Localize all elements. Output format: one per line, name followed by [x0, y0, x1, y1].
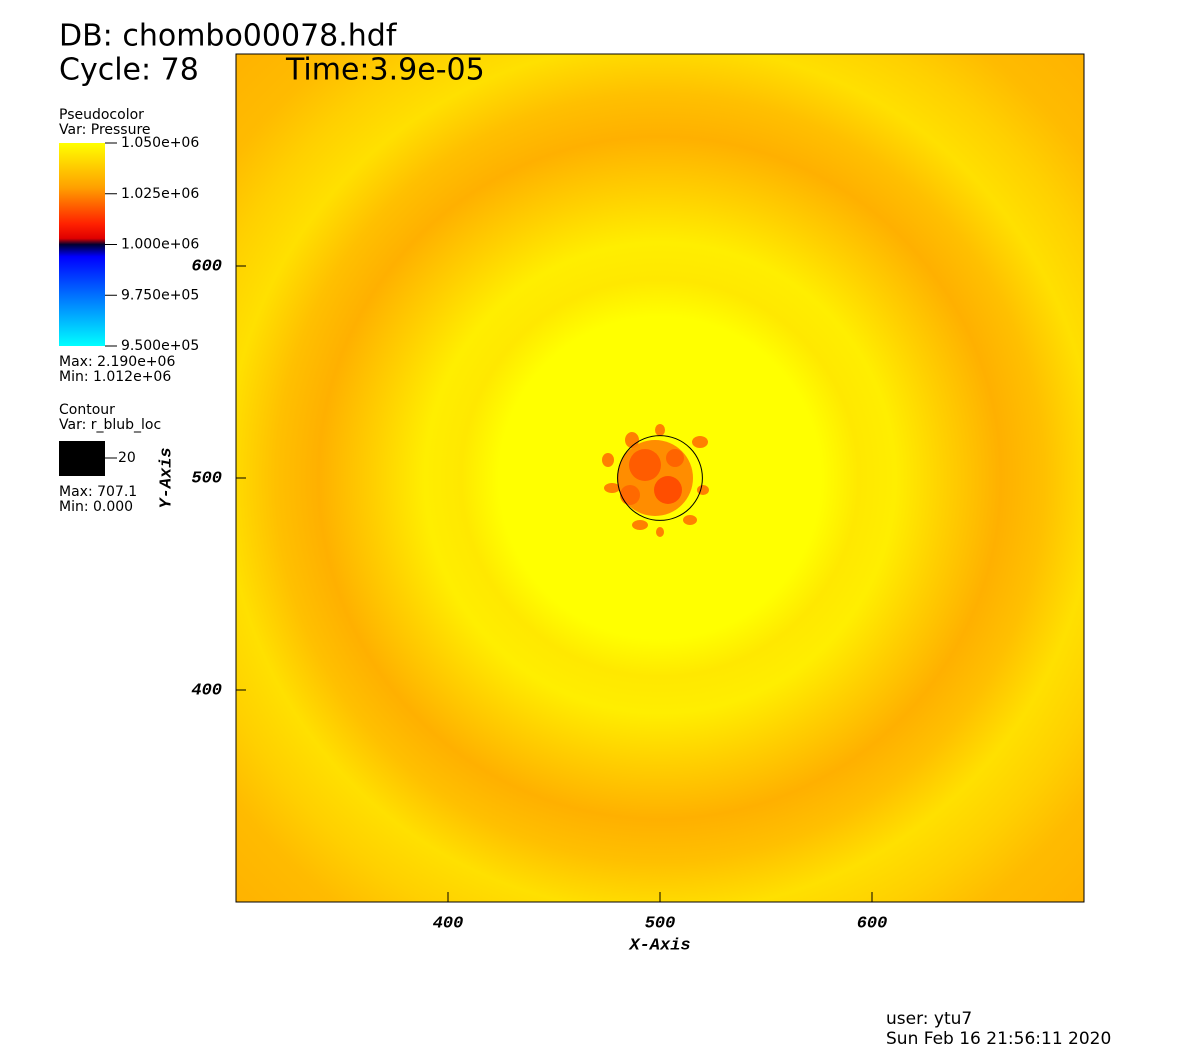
contour-var: Var: r_blub_loc	[59, 417, 161, 433]
plot-area	[236, 54, 1084, 902]
colorbar	[59, 143, 105, 346]
cycle: Cycle: 78	[59, 53, 199, 88]
blob	[602, 424, 709, 537]
y-tick-label: 500	[191, 469, 222, 488]
y-axis-label: Y-Axis	[157, 447, 176, 508]
legend-var: Var: Pressure	[59, 122, 151, 138]
legend-max: Max: 2.190e+06	[59, 354, 175, 370]
contour-level: 20	[118, 450, 136, 466]
user: user: ytu7	[886, 1009, 972, 1029]
colorbar-label: 1.000e+06	[121, 237, 199, 253]
contour-title: Contour	[59, 402, 115, 418]
colorbar-label: 1.025e+06	[121, 186, 199, 202]
colorbar-label: 9.750e+05	[121, 287, 199, 303]
legend-min: Min: 1.012e+06	[59, 369, 171, 385]
contour-min: Min: 0.000	[59, 499, 133, 515]
contour-swatch	[59, 441, 105, 476]
colorbar-label: 1.050e+06	[121, 135, 199, 151]
y-tick-label: 400	[191, 681, 222, 700]
y-tick-label: 600	[191, 257, 222, 276]
contour-line	[617, 435, 703, 521]
contour-max: Max: 707.1	[59, 484, 137, 500]
date: Sun Feb 16 21:56:11 2020	[886, 1029, 1111, 1049]
db-name: DB: chombo00078.hdf	[59, 19, 398, 54]
x-tick-label: 500	[645, 914, 676, 933]
time: Time:3.9e-05	[285, 53, 485, 88]
x-axis-label: X-Axis	[628, 936, 690, 955]
legend-title: Pseudocolor	[59, 107, 144, 123]
x-tick-label: 400	[433, 914, 464, 933]
x-tick-label: 600	[857, 914, 888, 933]
colorbar-label: 9.500e+05	[121, 338, 199, 354]
